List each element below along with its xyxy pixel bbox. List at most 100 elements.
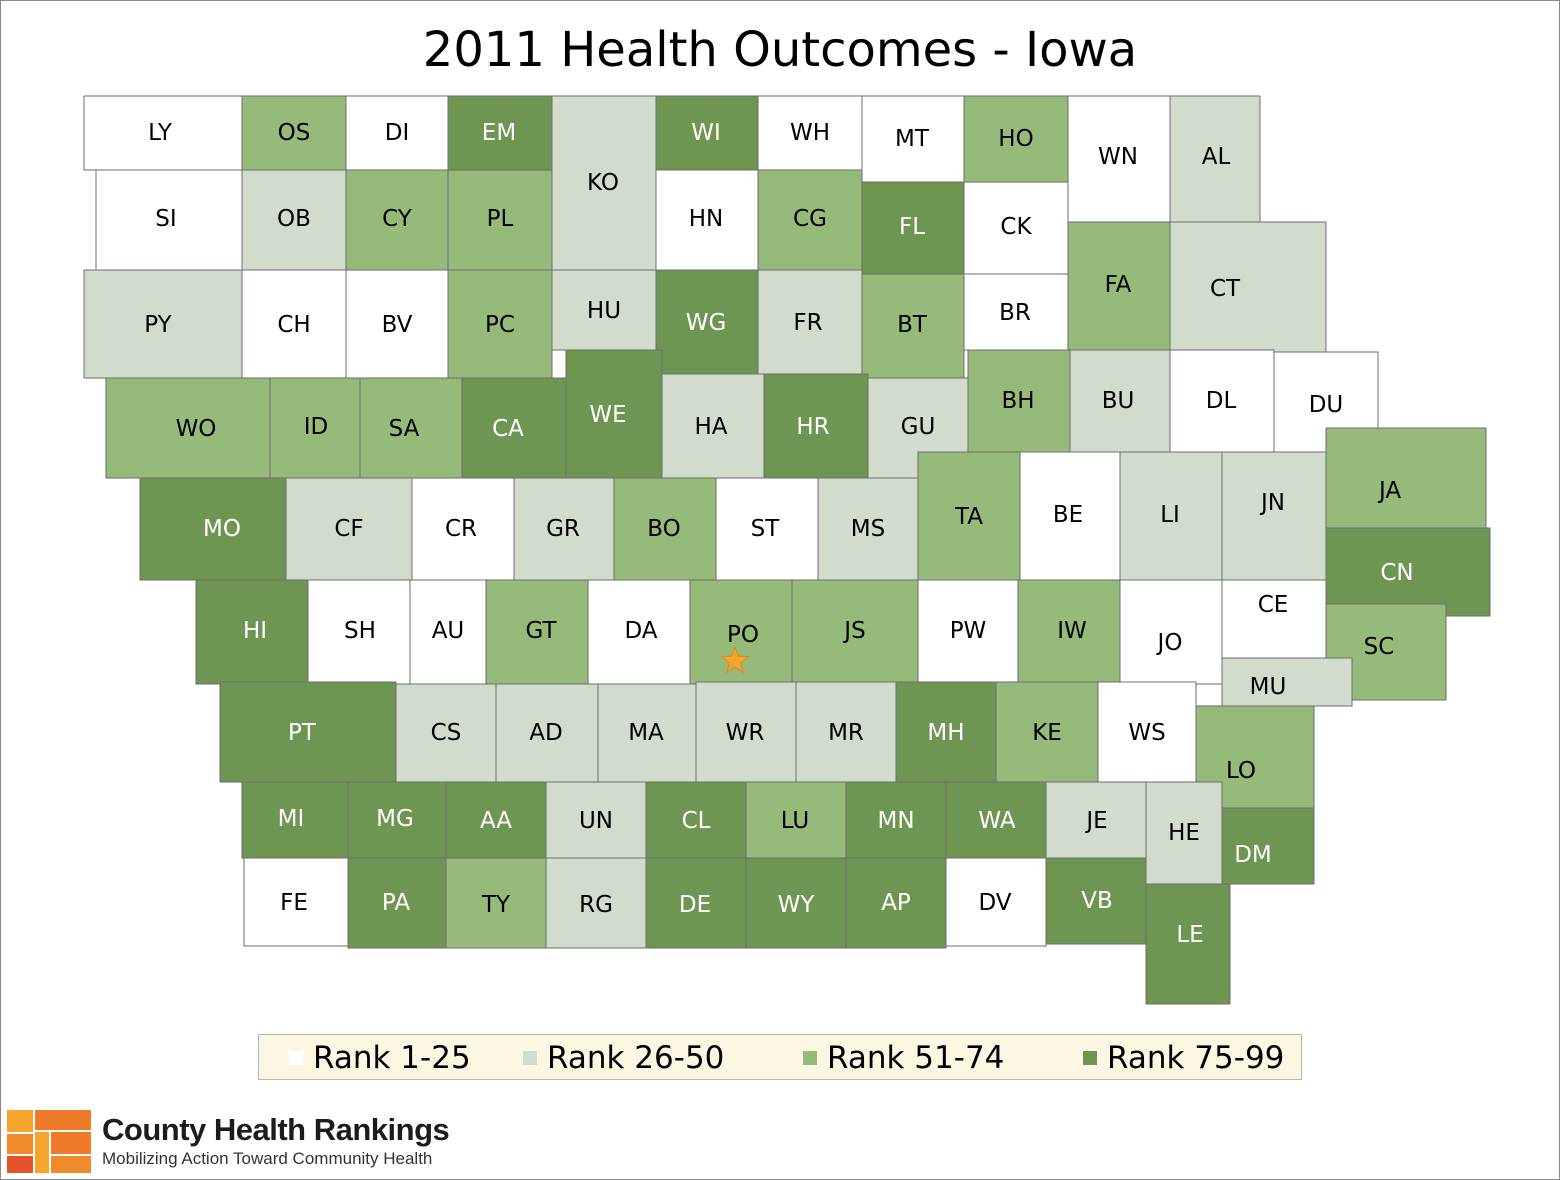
county-js[interactable]: JS xyxy=(791,579,919,685)
county-shape[interactable] xyxy=(655,95,759,171)
county-be[interactable]: BE xyxy=(1019,451,1121,581)
county-fa[interactable]: FA xyxy=(1067,221,1171,353)
county-ta[interactable]: TA xyxy=(917,451,1021,581)
county-sh[interactable]: SH xyxy=(307,579,411,685)
county-wn[interactable]: WN xyxy=(1067,95,1171,223)
county-shape[interactable] xyxy=(645,781,747,859)
county-mr[interactable]: MR xyxy=(795,681,897,783)
county-shape[interactable] xyxy=(241,169,347,271)
county-shape[interactable] xyxy=(345,169,449,271)
county-un[interactable]: UN xyxy=(545,781,647,859)
county-shape[interactable] xyxy=(945,857,1047,947)
county-shape[interactable] xyxy=(347,857,447,949)
county-vb[interactable]: VB xyxy=(1045,857,1147,945)
county-shape[interactable] xyxy=(845,857,947,949)
county-shape[interactable] xyxy=(1069,349,1171,453)
county-shape[interactable] xyxy=(661,373,765,479)
county-shape[interactable] xyxy=(411,477,515,581)
county-shape[interactable] xyxy=(845,781,947,859)
county-shape[interactable] xyxy=(545,781,647,859)
county-bv[interactable]: BV xyxy=(345,269,449,379)
county-shape[interactable] xyxy=(409,579,499,685)
county-wo[interactable]: WO xyxy=(105,377,271,479)
county-di[interactable]: DI xyxy=(345,95,449,171)
county-de[interactable]: DE xyxy=(645,857,747,949)
county-shape[interactable] xyxy=(545,857,647,949)
county-mo[interactable]: MO xyxy=(139,477,287,581)
county-shape[interactable] xyxy=(645,857,747,949)
county-wg[interactable]: WG xyxy=(655,269,759,375)
county-shape[interactable] xyxy=(1045,857,1147,945)
county-shape[interactable] xyxy=(1325,527,1491,617)
county-shape[interactable] xyxy=(1169,221,1327,353)
county-pw[interactable]: PW xyxy=(917,579,1019,683)
county-sa[interactable]: SA xyxy=(359,377,463,479)
county-os[interactable]: OS xyxy=(241,95,347,171)
county-ke[interactable]: KE xyxy=(995,681,1099,783)
county-da[interactable]: DA xyxy=(587,579,691,685)
county-shape[interactable] xyxy=(895,681,997,783)
county-iw[interactable]: IW xyxy=(1017,579,1121,683)
county-shape[interactable] xyxy=(861,273,965,379)
county-em[interactable]: EM xyxy=(447,95,553,171)
county-shape[interactable] xyxy=(745,781,847,859)
county-mg[interactable]: MG xyxy=(347,781,447,859)
county-shape[interactable] xyxy=(1067,221,1171,353)
county-mi[interactable]: MI xyxy=(241,781,349,859)
county-al[interactable]: AL xyxy=(1169,95,1261,223)
county-shape[interactable] xyxy=(551,269,657,351)
county-shape[interactable] xyxy=(485,579,589,685)
county-bu[interactable]: BU xyxy=(1069,349,1171,453)
county-pa[interactable]: PA xyxy=(347,857,447,949)
county-dm[interactable]: DM xyxy=(1221,807,1315,885)
county-he[interactable]: HE xyxy=(1145,781,1223,885)
county-wy[interactable]: WY xyxy=(745,857,847,949)
county-shape[interactable] xyxy=(1221,657,1353,707)
county-shape[interactable] xyxy=(345,95,449,171)
county-shape[interactable] xyxy=(1119,451,1223,581)
county-shape[interactable] xyxy=(861,181,965,275)
county-shape[interactable] xyxy=(1221,579,1327,659)
county-shape[interactable] xyxy=(241,781,349,859)
county-shape[interactable] xyxy=(791,579,919,685)
county-dv[interactable]: DV xyxy=(945,857,1047,947)
county-pc[interactable]: PC xyxy=(447,269,553,379)
county-shape[interactable] xyxy=(307,579,411,685)
county-st[interactable]: ST xyxy=(715,477,819,581)
county-cl[interactable]: CL xyxy=(645,781,747,859)
county-shape[interactable] xyxy=(461,377,567,479)
county-shape[interactable] xyxy=(945,781,1047,859)
county-fr[interactable]: FR xyxy=(757,269,863,375)
county-gt[interactable]: GT xyxy=(485,579,589,685)
county-mu[interactable]: MU xyxy=(1221,657,1353,707)
county-ch[interactable]: CH xyxy=(241,269,347,379)
county-shape[interactable] xyxy=(1169,95,1261,223)
county-shape[interactable] xyxy=(1145,781,1223,885)
county-shape[interactable] xyxy=(241,269,347,379)
county-ad[interactable]: AD xyxy=(495,683,599,783)
county-ko[interactable]: KO xyxy=(551,95,657,271)
county-gr[interactable]: GR xyxy=(513,477,615,581)
county-bh[interactable]: BH xyxy=(967,349,1071,453)
county-shape[interactable] xyxy=(83,269,243,379)
county-shape[interactable] xyxy=(917,579,1019,683)
county-rg[interactable]: RG xyxy=(545,857,647,949)
county-ce[interactable]: CE xyxy=(1221,579,1327,659)
county-ho[interactable]: HO xyxy=(963,95,1069,183)
county-le[interactable]: LE xyxy=(1145,883,1231,1005)
county-dl[interactable]: DL xyxy=(1169,349,1275,453)
county-shape[interactable] xyxy=(95,169,243,271)
county-shape[interactable] xyxy=(219,681,397,783)
county-br[interactable]: BR xyxy=(963,273,1069,351)
county-wa[interactable]: WA xyxy=(945,781,1047,859)
county-wi[interactable]: WI xyxy=(655,95,759,171)
county-cr[interactable]: CR xyxy=(411,477,515,581)
county-shape[interactable] xyxy=(139,477,287,581)
county-ck[interactable]: CK xyxy=(963,181,1069,275)
county-je[interactable]: JE xyxy=(1045,781,1147,859)
county-li[interactable]: LI xyxy=(1119,451,1223,581)
county-shape[interactable] xyxy=(447,169,553,271)
county-shape[interactable] xyxy=(745,857,847,949)
county-ty[interactable]: TY xyxy=(445,857,547,949)
county-cs[interactable]: CS xyxy=(395,683,497,783)
